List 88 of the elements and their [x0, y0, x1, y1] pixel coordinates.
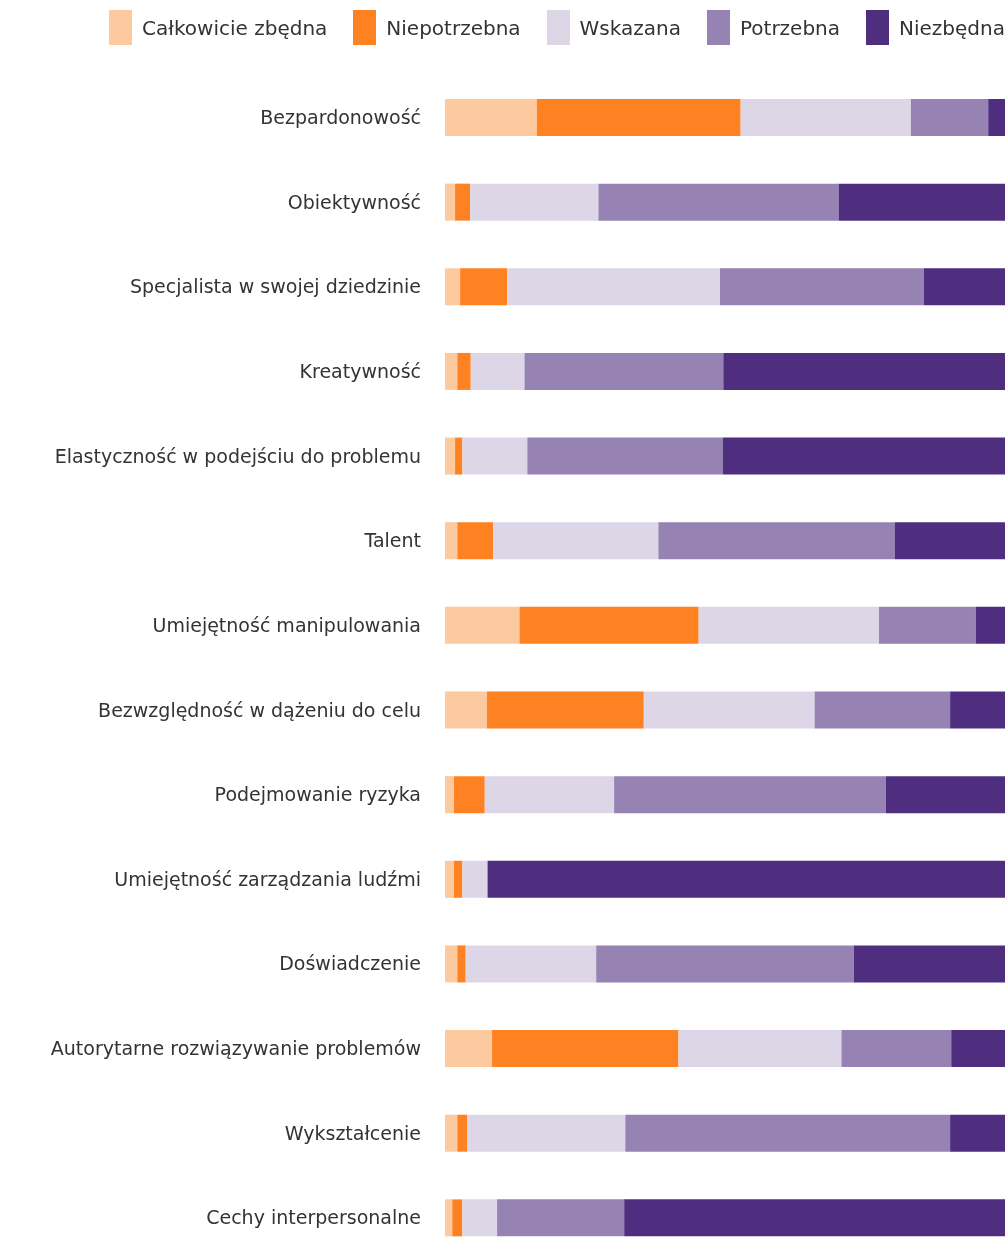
bar [723, 352, 1005, 390]
bar [614, 776, 886, 814]
bar [814, 691, 951, 729]
bar [678, 1030, 842, 1068]
bar [445, 1114, 458, 1152]
bar [455, 437, 463, 475]
bar [625, 1114, 951, 1152]
bar [465, 945, 597, 983]
y-tick-label: Doświadczenie [279, 952, 421, 975]
bar [950, 691, 1005, 729]
bar [445, 691, 487, 729]
y-tick-label: Umiejętność manipulowania [152, 613, 421, 636]
bar [445, 1199, 453, 1237]
bar [457, 352, 471, 390]
bar [445, 606, 520, 644]
bar [988, 99, 1005, 136]
bar [487, 691, 644, 729]
bar [624, 1199, 1005, 1237]
bar [455, 183, 471, 221]
y-tick-label: Umiejętność zarządzania ludźmi [114, 867, 421, 890]
bar [740, 99, 911, 136]
bar [951, 1030, 1005, 1068]
bar [460, 268, 508, 306]
bar [879, 606, 976, 644]
bar [470, 352, 525, 390]
bar [453, 860, 463, 898]
bar [445, 99, 537, 136]
bar [445, 945, 458, 983]
bar [445, 522, 458, 560]
bar [524, 352, 724, 390]
bar [492, 1030, 679, 1068]
bar [643, 691, 815, 729]
bar [445, 268, 461, 306]
y-tick-label: Bezwzględność w dążeniu do celu [98, 698, 421, 721]
y-tick-label: Specjalista w swojej dziedzinie [129, 275, 421, 298]
bar [527, 437, 723, 475]
bar [457, 945, 466, 983]
bar [975, 606, 1005, 644]
legend-label: Potrzebna [739, 15, 841, 40]
bar [457, 1114, 468, 1152]
bar [452, 1199, 463, 1237]
bar [467, 1114, 626, 1152]
bar [519, 606, 699, 644]
y-tick-label: Wykształcenie [284, 1121, 421, 1144]
legend-label: Wskazana [579, 15, 681, 40]
bar [910, 99, 989, 136]
bar [445, 860, 454, 898]
bar [445, 183, 456, 221]
y-tick-label: Autorytarne rozwiązywanie problemów [50, 1037, 421, 1060]
bar [457, 522, 494, 560]
bar [598, 183, 839, 221]
y-tick-label: Talent [363, 529, 421, 552]
bar [493, 522, 659, 560]
bar [923, 268, 1005, 306]
bar [445, 437, 456, 475]
bar [462, 1199, 498, 1237]
bar [445, 352, 458, 390]
bar [536, 99, 741, 136]
y-tick-label: Podejmowanie ryzyka [214, 783, 421, 806]
bar [950, 1114, 1005, 1152]
bar [658, 522, 895, 560]
legend-label: Niezbędna [899, 15, 1005, 40]
y-tick-label: Obiektywność [287, 190, 421, 213]
legend-label: Całkowicie zbędna [142, 15, 328, 40]
bar [487, 860, 1005, 898]
bar [484, 776, 615, 814]
bar [453, 776, 485, 814]
bar [445, 1030, 493, 1068]
bar [445, 776, 454, 814]
bar [885, 776, 1005, 814]
bar [462, 437, 528, 475]
bar [841, 1030, 952, 1068]
bar [722, 437, 1005, 475]
bar [497, 1199, 625, 1237]
bar [462, 860, 488, 898]
y-tick-label: Cechy interpersonalne [206, 1206, 421, 1229]
bar [507, 268, 720, 306]
bar [838, 183, 1005, 221]
y-tick-label: Kreatywność [299, 359, 421, 382]
y-tick-label: Elastyczność w podejściu do problemu [54, 444, 421, 467]
bar [853, 945, 1005, 983]
bar [596, 945, 854, 983]
bar [698, 606, 879, 644]
bar [470, 183, 599, 221]
y-tick-label: Bezpardonowość [260, 106, 421, 129]
bar [894, 522, 1005, 560]
bar [719, 268, 924, 306]
legend-label: Niepotrzebna [386, 15, 521, 40]
